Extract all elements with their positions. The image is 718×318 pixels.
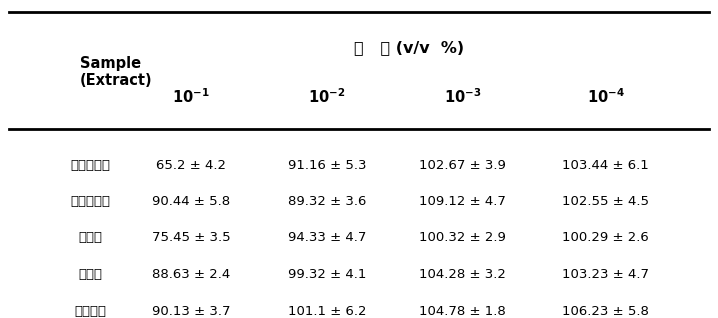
Text: $\mathbf{10^{-4}}$: $\mathbf{10^{-4}}$ [587,87,625,106]
Text: $\mathbf{10^{-1}}$: $\mathbf{10^{-1}}$ [172,87,210,106]
Text: 농   도 (v/v  %): 농 도 (v/v %) [354,41,464,56]
Text: 색시프라가: 색시프라가 [71,159,111,172]
Text: 104.28 ± 3.2: 104.28 ± 3.2 [419,268,506,280]
Text: $\mathbf{10^{-2}}$: $\mathbf{10^{-2}}$ [308,87,345,106]
Text: 90.44 ± 5.8: 90.44 ± 5.8 [152,195,230,208]
Text: 신선초: 신선초 [79,232,103,245]
Text: 75.45 ± 3.5: 75.45 ± 3.5 [151,232,230,245]
Text: 88.63 ± 2.4: 88.63 ± 2.4 [151,268,230,280]
Text: $\mathbf{10^{-3}}$: $\mathbf{10^{-3}}$ [444,87,481,106]
Text: 100.32 ± 2.9: 100.32 ± 2.9 [419,232,506,245]
Text: 65.2 ± 4.2: 65.2 ± 4.2 [156,159,226,172]
Text: 103.44 ± 6.1: 103.44 ± 6.1 [562,159,649,172]
Text: 99.32 ± 4.1: 99.32 ± 4.1 [288,268,366,280]
Text: 89.32 ± 3.6: 89.32 ± 3.6 [288,195,366,208]
Text: 109.12 ± 4.7: 109.12 ± 4.7 [419,195,506,208]
Text: 101.1 ± 6.2: 101.1 ± 6.2 [288,305,366,318]
Text: Sample
(Extract): Sample (Extract) [80,56,153,88]
Text: 94.33 ± 4.7: 94.33 ± 4.7 [288,232,366,245]
Text: 91.16 ± 5.3: 91.16 ± 5.3 [288,159,366,172]
Text: 에키네시아: 에키네시아 [71,195,111,208]
Text: 90.13 ± 3.7: 90.13 ± 3.7 [151,305,230,318]
Text: 102.67 ± 3.9: 102.67 ± 3.9 [419,159,506,172]
Text: 103.23 ± 4.7: 103.23 ± 4.7 [562,268,649,280]
Text: 106.23 ± 5.8: 106.23 ± 5.8 [562,305,649,318]
Text: 100.29 ± 2.6: 100.29 ± 2.6 [562,232,649,245]
Text: 나도수영: 나도수영 [75,305,107,318]
Text: 금선련: 금선련 [79,268,103,280]
Text: 102.55 ± 4.5: 102.55 ± 4.5 [562,195,649,208]
Text: 104.78 ± 1.8: 104.78 ± 1.8 [419,305,506,318]
